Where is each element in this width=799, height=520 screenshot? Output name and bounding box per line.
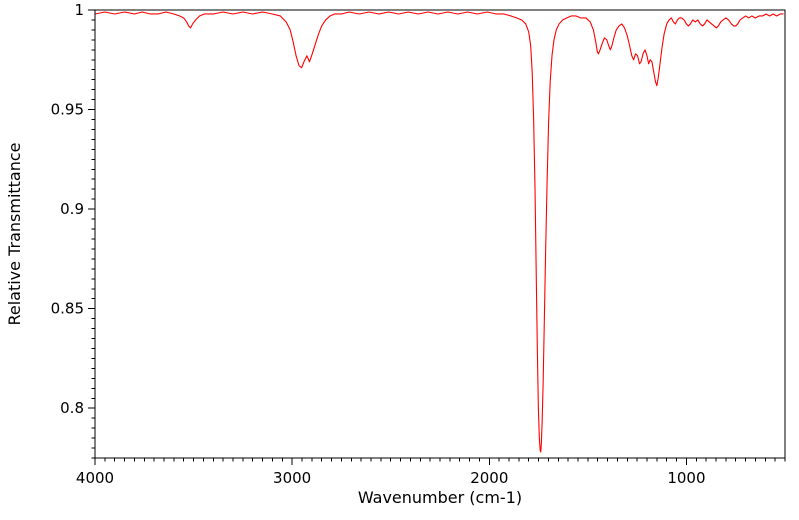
plot-frame bbox=[94, 9, 786, 459]
x-tick-label: 2000 bbox=[470, 469, 508, 487]
y-tick-label: 0.9 bbox=[60, 200, 84, 218]
x-tick-label: 1000 bbox=[667, 469, 705, 487]
x-tick-label: 4000 bbox=[76, 469, 114, 487]
line-layer bbox=[94, 11, 784, 453]
y-tick-label: 0.95 bbox=[51, 101, 84, 119]
axes-layer: 4000 3000 2000 1000 1 0.95 0.9 0.85 0.8 bbox=[51, 1, 786, 487]
y-tick-label: 1 bbox=[74, 1, 84, 19]
y-tick-label: 0.85 bbox=[51, 300, 84, 318]
x-axis-label: Wavenumber (cm-1) bbox=[358, 488, 522, 507]
spectrum-line bbox=[94, 11, 784, 453]
x-tick-label: 3000 bbox=[273, 469, 311, 487]
y-axis-label: Relative Transmittance bbox=[5, 142, 24, 325]
y-tick-label: 0.8 bbox=[60, 399, 84, 417]
